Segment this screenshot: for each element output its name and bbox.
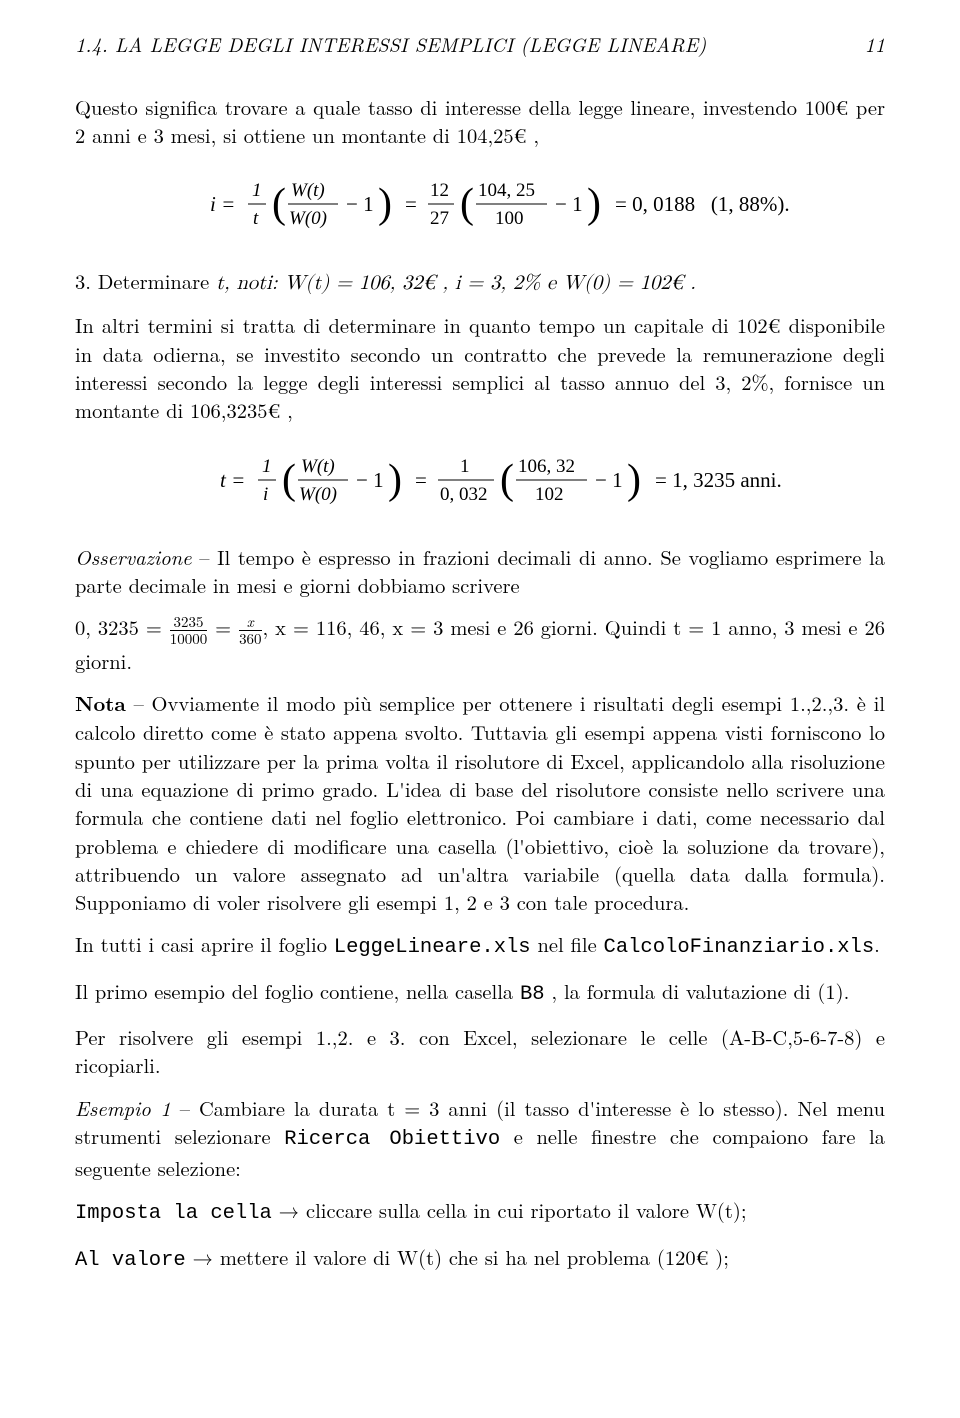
svg-text:− 1: − 1 xyxy=(356,468,384,492)
nota-label: Nota xyxy=(75,689,126,718)
frac-line-b: = xyxy=(208,612,238,641)
svg-text:0, 032: 0, 032 xyxy=(440,484,488,505)
svg-text:): ) xyxy=(587,181,601,227)
svg-text:− 1: − 1 xyxy=(555,192,583,216)
svg-text:104, 25: 104, 25 xyxy=(478,180,535,201)
svg-text:(: ( xyxy=(500,457,514,503)
ricerca-tt: Ricerca Obiettivo xyxy=(284,1128,500,1151)
intro-paragraph: Questo significa trovare a quale tasso d… xyxy=(75,93,885,150)
section-title: 1.4. LA LEGGE DEGLI INTERESSI SEMPLICI (… xyxy=(75,30,706,58)
frac2: x360 xyxy=(239,614,261,646)
page-number: 11 xyxy=(865,30,885,58)
esempio1-label: Esempio 1 xyxy=(75,1093,171,1122)
svg-text:106, 32: 106, 32 xyxy=(518,456,575,477)
svg-text:i: i xyxy=(263,484,268,505)
svg-text:(: ( xyxy=(282,457,296,503)
nota-text: – Ovviamente il modo più semplice per ot… xyxy=(75,688,885,916)
svg-text:): ) xyxy=(378,181,392,227)
nota-para: Nota – Ovviamente il modo più semplice p… xyxy=(75,689,885,916)
svg-text:=: = xyxy=(405,192,417,216)
svg-text:): ) xyxy=(627,457,641,503)
open-file-para: In tutti i casi aprire il foglio LeggeLi… xyxy=(75,930,885,962)
imposta-line: Imposta la cella → cliccare sulla cella … xyxy=(75,1196,885,1228)
running-header: 1.4. LA LEGGE DEGLI INTERESSI SEMPLICI (… xyxy=(75,30,885,58)
svg-text:− 1: − 1 xyxy=(595,468,623,492)
svg-text:i =: i = xyxy=(210,192,235,216)
open-file-b: nel file xyxy=(531,929,604,958)
svg-text:− 1: − 1 xyxy=(346,192,374,216)
svg-text:12: 12 xyxy=(430,180,449,201)
svg-text:= 0, 0188 (1, 88%).: = 0, 0188 (1, 88%). xyxy=(615,192,790,216)
svg-text:= 1, 3235 anni.: = 1, 3235 anni. xyxy=(655,468,782,492)
frac-line-a: 0, 3235 = xyxy=(75,612,169,641)
equation-i: i = 1 t ( W(t) W(0) − 1 ) = 12 27 ( xyxy=(75,171,885,245)
alvalore-tt: Al valore xyxy=(75,1249,186,1272)
imposta-rest: → cliccare sulla cella in cui riportato … xyxy=(272,1195,747,1224)
item3-math: t, noti: W(t) = 106, 32€ , i = 3, 2% e W… xyxy=(216,272,696,293)
b8-a: Il primo esempio del foglio contiene, ne… xyxy=(75,976,520,1005)
filename-2: CalcoloFinanziario.xls xyxy=(604,936,875,959)
svg-text:W(0): W(0) xyxy=(299,484,337,505)
equation-t-svg: t = 1 i ( W(t) W(0) − 1 ) = 1 0, 032 ( 1… xyxy=(160,447,800,511)
b8-b: , la formula di valutazione di (1). xyxy=(545,976,850,1005)
osservazione-para: Osservazione – Il tempo è espresso in fr… xyxy=(75,543,885,600)
svg-text:(: ( xyxy=(272,181,286,227)
frac-line: 0, 3235 = 323510000 = x360, x = 116, 46,… xyxy=(75,613,885,675)
svg-text:1: 1 xyxy=(252,180,262,201)
svg-text:t: t xyxy=(253,208,259,229)
imposta-tt: Imposta la cella xyxy=(75,1202,272,1225)
svg-text:t =: t = xyxy=(220,468,245,492)
svg-text:1: 1 xyxy=(460,456,470,477)
svg-text:1: 1 xyxy=(262,456,272,477)
svg-text:W(t): W(t) xyxy=(301,456,335,477)
filename-1: LeggeLineare.xls xyxy=(334,936,531,959)
alvalore-line: Al valore → mettere il valore di W(t) ch… xyxy=(75,1243,885,1275)
cell-ref: B8 xyxy=(520,983,545,1006)
open-file-c: . xyxy=(874,929,880,958)
alvalore-rest: → mettere il valore di W(t) che si ha ne… xyxy=(186,1242,729,1271)
svg-text:W(0): W(0) xyxy=(289,208,327,229)
svg-text:102: 102 xyxy=(535,484,564,505)
equation-i-svg: i = 1 t ( W(t) W(0) − 1 ) = 12 27 ( xyxy=(160,171,800,235)
osservazione-text: – Il tempo è espresso in frazioni decima… xyxy=(75,542,885,599)
item3-prefix: 3. Determinare xyxy=(75,266,216,295)
page: 1.4. LA LEGGE DEGLI INTERESSI SEMPLICI (… xyxy=(0,0,960,1418)
open-file-a: In tutti i casi aprire il foglio xyxy=(75,929,334,958)
svg-text:=: = xyxy=(415,468,427,492)
equation-t: t = 1 i ( W(t) W(0) − 1 ) = 1 0, 032 ( 1… xyxy=(75,447,885,521)
svg-text:(: ( xyxy=(460,181,474,227)
osservazione-label: Osservazione xyxy=(75,542,192,571)
b8-para: Il primo esempio del foglio contiene, ne… xyxy=(75,977,885,1009)
resolve-para: Per risolvere gli esempi 1.,2. e 3. con … xyxy=(75,1023,885,1080)
svg-text:W(t): W(t) xyxy=(291,180,325,201)
svg-text:100: 100 xyxy=(495,208,524,229)
svg-text:27: 27 xyxy=(430,208,449,229)
item3-explain: In altri termini si tratta di determinar… xyxy=(75,311,885,424)
svg-text:): ) xyxy=(388,457,402,503)
item3-line: 3. Determinare t, noti: W(t) = 106, 32€ … xyxy=(75,267,885,297)
frac1: 323510000 xyxy=(170,614,207,646)
esempio1-para: Esempio 1 – Cambiare la durata t = 3 ann… xyxy=(75,1094,885,1183)
